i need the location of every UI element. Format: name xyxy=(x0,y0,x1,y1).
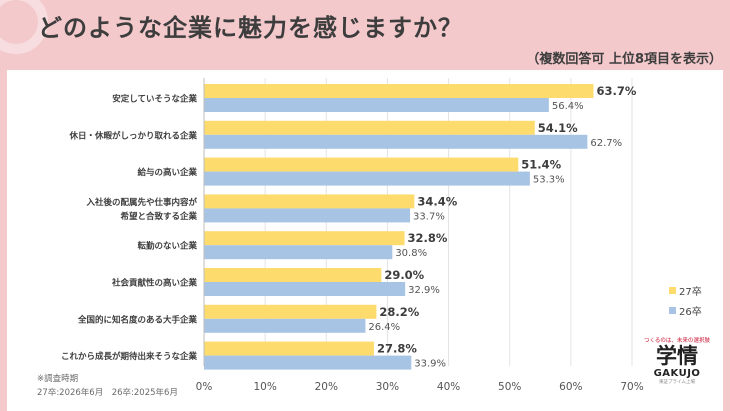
data-label-26: 32.9% xyxy=(408,285,440,296)
bar-26 xyxy=(204,245,393,260)
bar-27 xyxy=(204,304,377,319)
x-tick-label: 20% xyxy=(315,381,338,393)
category-label: 休日・休暇がしっかり取れる企業 xyxy=(68,130,197,141)
legend-label-26: 26卒 xyxy=(679,306,702,318)
category-label: これから成長が期待出来そうな企業 xyxy=(61,351,198,362)
logo-english-text: GAKUJO xyxy=(653,368,701,379)
category-label: 給与の高い企業 xyxy=(137,167,197,178)
legend-swatch-26 xyxy=(669,306,676,314)
bar-26 xyxy=(204,134,588,149)
data-label-26: 33.9% xyxy=(414,359,446,370)
bar-26 xyxy=(204,171,530,186)
legend-swatch-27 xyxy=(669,286,676,294)
page-title: どのような企業に魅力を感じますか？ xyxy=(38,14,463,42)
data-label-27: 28.2% xyxy=(379,305,419,319)
bar-27 xyxy=(204,84,594,98)
legend-item-26: 26卒 xyxy=(669,300,702,320)
data-label-27: 32.8% xyxy=(408,231,448,245)
bar-26 xyxy=(204,355,412,370)
bar-27 xyxy=(204,231,405,246)
decorative-circle xyxy=(0,0,48,54)
data-label-27: 29.0% xyxy=(384,268,424,282)
data-label-27: 63.7% xyxy=(596,84,636,98)
bar-chart: 0% 10% 20% 30% 40% 50% 60% 70% 63.7% 56.4% 安定していそう… xyxy=(61,78,644,393)
category-label: 全国的に知名度のある大手企業 xyxy=(77,314,198,325)
chart-legend: 27卒 26卒 xyxy=(669,280,702,320)
page-subtitle: （複数回答可 上位8項目を表示） xyxy=(526,52,722,67)
bar-26 xyxy=(204,282,406,296)
data-label-27: 54.1% xyxy=(538,121,578,135)
bar-27 xyxy=(204,194,415,209)
x-tick-label: 10% xyxy=(253,381,276,393)
data-label-26: 56.4% xyxy=(552,101,584,112)
bar-27 xyxy=(204,341,374,356)
legend-label-27: 27卒 xyxy=(679,286,702,298)
category-label: 希望と合致する企業 xyxy=(120,211,197,222)
category-label: 入社後の配属先や仕事内容が xyxy=(85,197,197,208)
data-label-27: 51.4% xyxy=(521,158,561,172)
company-logo: つくるのは、未来の選択肢 学情 GAKUJO 東証プライム上場 xyxy=(640,336,714,385)
chart-panel: 0% 10% 20% 30% 40% 50% 60% 70% 63.7% 56.4% 安定していそう… xyxy=(7,70,723,411)
x-tick-label: 60% xyxy=(559,381,582,393)
bar-27 xyxy=(204,120,535,135)
x-tick-label: 50% xyxy=(498,381,521,393)
bar-27 xyxy=(204,268,382,282)
bar-26 xyxy=(204,98,549,112)
category-label: 安定していそうな企業 xyxy=(112,94,197,105)
x-tick-label: 40% xyxy=(437,381,460,393)
category-label: 社会貢献性の高い企業 xyxy=(111,278,198,289)
bar-26 xyxy=(204,318,366,333)
x-tick-label: 30% xyxy=(376,381,399,393)
data-label-26: 62.7% xyxy=(590,138,622,149)
data-label-26: 30.8% xyxy=(395,248,427,259)
data-label-27: 34.4% xyxy=(417,194,457,208)
footnote-survey-period: 27卒:2026年6月 26卒:2025年6月 xyxy=(37,388,178,398)
logo-tagline: つくるのは、未来の選択肢 xyxy=(644,338,710,344)
x-tick-label: 0% xyxy=(196,381,213,393)
bar-26 xyxy=(204,208,411,223)
footnote-heading: ※調査時期 xyxy=(37,374,79,384)
legend-item-27: 27卒 xyxy=(669,280,702,300)
data-label-26: 33.7% xyxy=(413,211,445,222)
data-label-26: 26.4% xyxy=(368,322,400,333)
x-tick-label: 70% xyxy=(620,381,643,393)
bar-27 xyxy=(204,157,519,172)
logo-subtext: 東証プライム上場 xyxy=(659,380,695,385)
category-label: 転勤のない企業 xyxy=(137,241,197,252)
data-label-27: 27.8% xyxy=(377,342,417,356)
logo-main-text: 学情 xyxy=(656,344,698,368)
data-label-26: 53.3% xyxy=(533,175,565,186)
